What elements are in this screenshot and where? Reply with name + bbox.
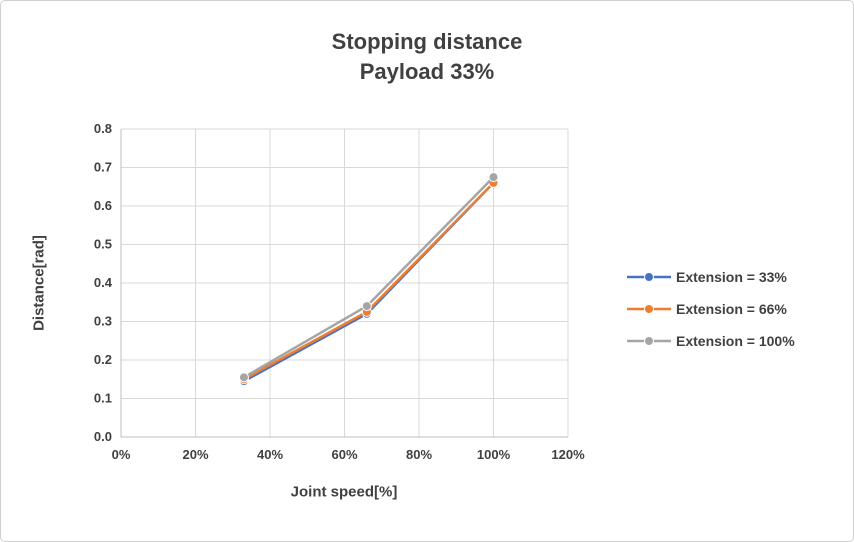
chart-title-line1: Stopping distance: [331, 29, 523, 54]
y-tick-label: 0.0: [94, 429, 112, 444]
x-tick-label: 100%: [477, 447, 511, 462]
x-tick-label: 60%: [331, 447, 357, 462]
series-line: [242, 175, 495, 379]
y-tick-label: 0.2: [94, 352, 112, 367]
legend-entry: Extension = 66%: [627, 301, 795, 317]
legend: Extension = 33% Extension = 66% Extension …: [627, 269, 795, 349]
legend-label: Extension = 100%: [676, 333, 795, 349]
y-tick-label: 0.6: [94, 198, 112, 213]
y-tick-label: 0.5: [94, 237, 112, 252]
y-tick-label: 0.3: [94, 314, 112, 329]
series-line: [242, 181, 495, 383]
x-tick-label: 20%: [182, 447, 208, 462]
chart-title-line2: Payload 33%: [359, 58, 495, 84]
legend-label: Extension = 33%: [676, 269, 787, 285]
legend-entry: Extension = 100%: [627, 333, 795, 349]
x-axis-label: Joint speed[%]: [290, 483, 398, 501]
y-axis-label: Distance[rad]: [30, 235, 48, 331]
data-point-marker: [238, 372, 249, 383]
legend-marker: [627, 272, 671, 282]
y-tick-label: 0.8: [94, 121, 112, 136]
x-tick-label: 0%: [112, 447, 131, 462]
data-point-marker: [361, 301, 372, 312]
legend-label: Extension = 66%: [676, 301, 787, 317]
legend-marker: [627, 336, 671, 346]
y-tick-label: 0.7: [94, 160, 112, 175]
x-tick-label: 40%: [257, 447, 283, 462]
y-tick-label: 0.1: [94, 391, 112, 406]
chart-title: Stopping distance Payload 33%: [1, 27, 853, 86]
y-tick-label: 0.4: [94, 275, 113, 290]
x-tick-label: 120%: [551, 447, 585, 462]
legend-marker: [627, 304, 671, 314]
x-tick-label: 80%: [406, 447, 432, 462]
data-point-marker: [488, 172, 499, 183]
series-line: [242, 181, 495, 381]
legend-entry: Extension = 33%: [627, 269, 795, 285]
